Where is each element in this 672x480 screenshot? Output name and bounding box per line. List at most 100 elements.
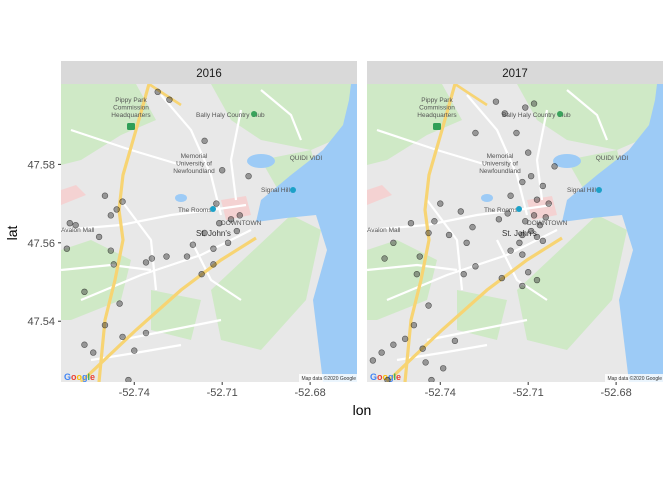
data-point (513, 129, 520, 137)
data-point (507, 192, 514, 199)
map-downtown-area (527, 196, 557, 220)
data-point (524, 149, 532, 156)
data-point (381, 255, 388, 262)
data-point (107, 247, 115, 254)
map-park-area (367, 240, 437, 320)
data-point (210, 261, 217, 268)
data-point (125, 376, 132, 382)
map-road (229, 109, 243, 201)
map-highway (79, 236, 257, 382)
map-water-pond (481, 194, 493, 202)
data-point (460, 270, 467, 278)
map-road (386, 229, 558, 302)
y-tick-label: 47.54 (27, 316, 55, 328)
map-road (160, 94, 223, 216)
x-tick-label: -52.68 (601, 387, 632, 399)
map-highway (97, 84, 151, 382)
map-label-downtown: DOWNTOWN (221, 220, 262, 227)
data-point (198, 270, 205, 278)
x-axis-title: lon (353, 402, 372, 418)
map-label-the-rooms: The Rooms (178, 207, 212, 214)
map-poi-icon (210, 206, 216, 212)
data-point (533, 233, 541, 241)
map-road (367, 203, 553, 232)
data-point (216, 220, 223, 227)
map-label-memorial: Memorial University of Newfoundland (173, 153, 215, 175)
map-attribution: Map data ©2020 Google (301, 375, 356, 382)
map-water-lake (553, 154, 581, 168)
y-tick-label: 47.58 (27, 159, 55, 171)
data-point (107, 212, 115, 219)
data-point (501, 110, 508, 117)
map-road (190, 239, 242, 301)
map-highway (148, 84, 182, 107)
map-park-area (517, 84, 663, 150)
map-label-pippy-park: Pippy Park Commission Headquarters (417, 97, 457, 119)
facet-strip-label: 2016 (196, 68, 222, 80)
data-point (545, 200, 552, 207)
data-point (163, 253, 170, 260)
data-point (492, 98, 500, 105)
x-tick-label: -52.71 (513, 387, 544, 399)
map-attribution: Map data ©2020 Google (607, 375, 662, 382)
map-road (466, 94, 529, 216)
data-point (81, 288, 88, 296)
map-poi-icon (516, 206, 522, 212)
data-point (81, 341, 88, 348)
map-water-pond (175, 194, 187, 202)
map-label-the-rooms: The Rooms (484, 207, 518, 214)
map-label-bally-haly: Bally Haly Country Club (196, 112, 265, 119)
data-point (236, 212, 243, 219)
map-road (535, 109, 549, 201)
data-point (95, 233, 103, 241)
data-point (437, 200, 444, 207)
x-tick-label: -52.71 (207, 387, 238, 399)
map-label-avalon-mall: Avalon Mall (367, 227, 401, 234)
map-water-lake (247, 154, 275, 168)
data-point (201, 137, 208, 145)
map-road (367, 263, 458, 272)
data-point (519, 178, 526, 186)
data-point (472, 263, 479, 270)
map-water-harbour (256, 84, 357, 382)
map-label-pippy-park: Pippy Park Commission Headquarters (111, 97, 151, 119)
data-point (227, 216, 235, 223)
data-point (113, 206, 120, 213)
data-point (101, 321, 109, 329)
map-road (426, 199, 464, 291)
data-point (516, 239, 523, 247)
data-point (116, 300, 123, 307)
map-poi-icon (290, 187, 296, 193)
map-label-signal-hill: Signal Hill (261, 187, 290, 194)
map-label-signal-hill: Signal Hill (567, 187, 596, 194)
map-attribution-bg (605, 374, 663, 382)
data-point (422, 359, 429, 366)
data-point (413, 270, 421, 278)
data-point (416, 253, 423, 260)
map-label-downtown: DOWNTOWN (527, 220, 568, 227)
map-poi-icon (433, 123, 441, 130)
data-point (72, 221, 79, 229)
map-water-harbour (562, 84, 663, 382)
data-point (119, 198, 126, 205)
map-label-memorial: Memorial University of Newfoundland (479, 153, 521, 175)
map-attribution-bg (299, 374, 357, 382)
map-highway (385, 236, 563, 382)
map-park-area (211, 84, 357, 150)
y-tick-label: 47.56 (27, 238, 55, 250)
data-point (166, 96, 173, 103)
map-road (61, 203, 247, 232)
panel-2017: Pippy Park Commission Headquarters Bally Ha… (367, 84, 663, 382)
data-point (425, 229, 432, 237)
data-point (142, 259, 150, 266)
google-logo: Google (370, 372, 401, 382)
data-point (63, 245, 71, 252)
data-point (189, 241, 197, 248)
map-park-area (61, 240, 131, 320)
data-point (233, 227, 241, 235)
map-downtown-area (221, 196, 251, 220)
data-point (245, 172, 252, 180)
map-road (260, 89, 303, 141)
map-label-st-johns: St. John's (196, 229, 231, 238)
